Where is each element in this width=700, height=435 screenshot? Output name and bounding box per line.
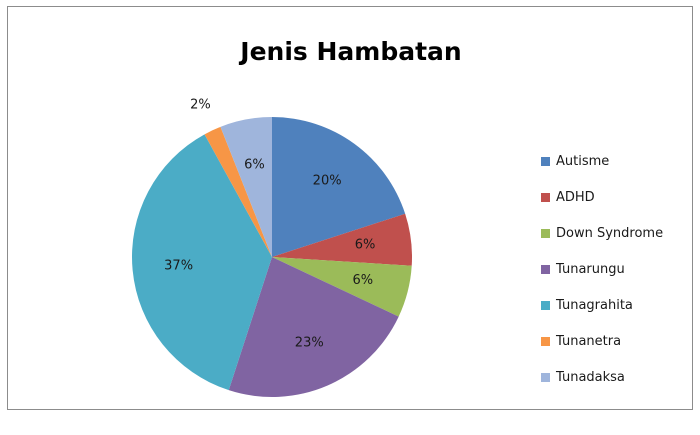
legend-swatch [541, 156, 550, 166]
legend-item-tunadaksa: Tunadaksa [541, 359, 691, 395]
pie-chart: 20% 6% 6% 23% 37% 2% 6% [131, 97, 413, 397]
legend-label: Autisme [556, 153, 610, 169]
pie-slice-tunagrahita [131, 134, 272, 391]
pie-slice-adhd [272, 213, 413, 266]
legend-item-tunarungu: Tunarungu [541, 251, 691, 287]
slice-label-autisme: 20% [313, 174, 342, 189]
pie-slice-tunanetra [204, 126, 272, 257]
legend-label: Tunarungu [556, 261, 625, 277]
slice-label-tunagrahita: 37% [164, 258, 193, 273]
legend-swatch [541, 336, 550, 346]
legend-item-autisme: Autisme [541, 143, 691, 179]
pie-slice-tunarungu [228, 257, 399, 397]
legend-label: Tunagrahita [556, 297, 633, 313]
legend-item-down-syndrome: Down Syndrome [541, 215, 691, 251]
legend-label: Tunanetra [556, 333, 622, 349]
legend-swatch [541, 300, 550, 310]
pie-slice-autisme [272, 117, 406, 257]
legend-label: Tunadaksa [556, 369, 625, 385]
legend-swatch [541, 228, 550, 238]
pie-slice-down-syndrome [272, 257, 412, 317]
pie-labels: 20% 6% 6% 23% 37% 2% 6% [164, 97, 375, 350]
legend-swatch [541, 264, 550, 274]
chart-title: Jenis Hambatan [240, 37, 462, 66]
legend-swatch [541, 372, 550, 382]
pie-slice-tunadaksa [220, 117, 272, 257]
slice-label-adhd: 6% [355, 238, 376, 253]
legend-item-tunagrahita: Tunagrahita [541, 287, 691, 323]
legend-label: Down Syndrome [556, 225, 664, 241]
legend-label: ADHD [556, 189, 595, 205]
legend-item-adhd: ADHD [541, 179, 691, 215]
legend-swatch [541, 192, 550, 202]
legend: Autisme ADHD Down Syndrome Tunarungu Tunagra… [541, 143, 691, 395]
legend-item-tunanetra: Tunanetra [541, 323, 691, 359]
slice-label-tunanetra: 2% [190, 97, 211, 112]
chart-frame: Jenis Hambatan 20% 6% 6% 23% 37% 2% 6% Autisme… [7, 6, 693, 410]
slice-label-tunadaksa: 6% [244, 157, 265, 172]
slice-label-down-syndrome: 6% [353, 273, 374, 288]
pie-slices [131, 117, 413, 397]
slice-label-tunarungu: 23% [295, 336, 324, 351]
